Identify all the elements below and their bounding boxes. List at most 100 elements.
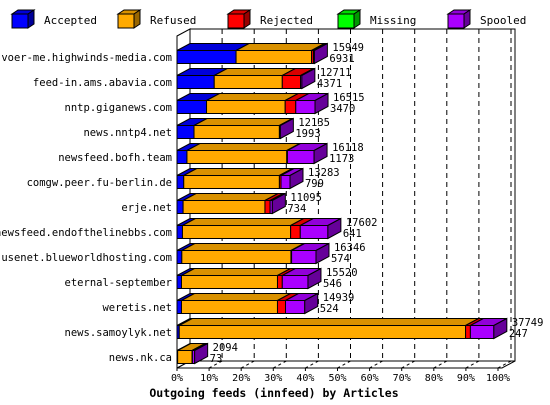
bar-side-feed-in-ams-abavia-com [301,67,316,90]
bar-side-newsfeed-bofh-team [313,142,328,165]
bar-refused-feed-in-ams-abavia-com-top [213,68,296,76]
category-label-feed-in-ams-abavia-com: feed-in.ams.abavia.com [33,77,172,89]
bar-rejected-eternal-september [276,275,283,289]
bar-accepted-feed-in-ams-abavia-com [176,75,215,89]
legend-label-accepted: Accepted [44,14,97,27]
legend-swatch-missing [337,13,355,29]
legend-label-spooled: Spooled [480,14,526,27]
category-label-nntp-giganews-com: nntp.giganews.com [65,102,172,114]
bar-row-voer-me-highwinds-media-com [176,42,328,65]
bar-row-newsfeed-bofh-team [176,142,328,165]
bar-spooled-comgw-peer-fu-berlin-de [280,175,291,189]
bar-refused-newsfeed-bofh-team-top [186,143,301,151]
x-tick-label-10: 10% [200,373,218,384]
x-tick-label-20: 20% [232,373,250,384]
value-label-accepted-news-nntp4-net: 1993 [295,128,320,140]
legend-swatch-side-accepted [27,9,35,29]
value-label-accepted-eternal-september: 546 [323,278,342,290]
legend-label-refused: Refused [150,14,196,27]
x-axis: 0% 10% 20% 30% 40% 50% 60% 70% 80% 90% 100% [171,367,510,384]
bar-refused-voer-me-highwinds-media-com [235,50,312,64]
plot-floor [176,360,516,369]
bar-side-usenet-blueworldhosting-com [315,242,330,265]
bar-rejected-weretis-net [276,300,286,314]
legend-swatch-side-rejected [243,9,251,29]
legend-label-rejected: Rejected [260,14,313,27]
x-tick-label-50: 50% [328,373,346,384]
bar-refused-nntp-giganews-com-top [206,93,299,101]
x-tick-label-40: 40% [296,373,314,384]
bar-refused-news-nntp4-net [193,125,280,139]
bar-accepted-nntp-giganews-com [176,100,208,114]
bar-accepted-weretis-net [176,300,182,314]
bar-accepted-erje-net [176,200,184,214]
bar-spooled-newsfeed-endofthelinebbs-com [299,225,329,239]
bar-row-news-samoylyk-net [176,317,508,340]
value-label-accepted-nntp-giganews-com: 3470 [330,103,355,115]
bar-rejected-feed-in-ams-abavia-com [281,75,302,89]
bar-rejected-news-samoylyk-net [465,325,471,339]
value-label-accepted-usenet-blueworldhosting-com: 574 [331,253,350,265]
category-label-erje-net: erje.net [121,202,172,214]
bar-refused-news-samoylyk-net [178,325,467,339]
bar-row-news-nntp4-net [176,117,294,140]
bar-refused-comgw-peer-fu-berlin-de-top [183,168,293,176]
bars [176,42,508,365]
bar-row-erje-net [176,192,286,215]
bar-refused-news-nntp4-net-top [193,118,293,126]
x-tick-label-90: 90% [457,373,475,384]
bar-spooled-weretis-net [284,300,306,314]
bar-refused-eternal-september-top [181,268,291,276]
bar-row-news-nk-ca [176,342,209,365]
bar-spooled-usenet-blueworldhosting-com [291,250,317,264]
legend-swatch-rejected [227,13,245,29]
legend-swatch-accepted [11,13,29,29]
value-label-accepted-comgw-peer-fu-berlin-de: 799 [305,178,324,190]
bar-row-newsfeed-endofthelinebbs-com [176,217,342,240]
bar-side-erje-net [271,192,286,215]
bar-row-comgw-peer-fu-berlin-de [176,167,304,190]
value-label-accepted-newsfeed-bofh-team: 1173 [329,153,354,165]
category-label-comgw-peer-fu-berlin-de: comgw.peer.fu-berlin.de [27,177,172,189]
bar-accepted-comgw-peer-fu-berlin-de [176,175,185,189]
gridline-floor-60 [369,360,383,369]
gridline-floor-50 [337,360,351,369]
value-label-offered-news-nk-ca: 2094 [213,342,238,354]
gridline-floor-70 [401,360,415,369]
value-label-offered-weretis-net: 14939 [323,292,355,304]
bar-refused-eternal-september [180,275,278,289]
bar-side-weretis-net [304,292,319,315]
bar-spooled-newsfeed-bofh-team [286,150,315,164]
bar-side-news-nk-ca [194,342,209,365]
bar-spooled-news-samoylyk-net [469,325,495,339]
category-label-usenet-blueworldhosting-com: usenet.blueworldhosting.com [1,252,172,264]
x-tick-label-60: 60% [361,373,379,384]
bar-side-voer-me-highwinds-media-com [313,42,328,65]
x-tick-label-70: 70% [393,373,411,384]
value-label-offered-usenet-blueworldhosting-com: 16346 [334,242,366,254]
x-tick-label-0: 0% [171,373,183,384]
value-label-offered-news-nntp4-net: 12135 [298,117,330,129]
bar-side-news-samoylyk-net [493,317,508,340]
bar-refused-usenet-blueworldhosting-com [181,250,292,264]
bar-side-news-nntp4-net [279,117,294,140]
bar-refused-news-samoylyk-net-top [179,318,479,326]
gridline-floor-100 [497,360,512,369]
x-tick-label-30: 30% [264,373,282,384]
bar-refused-erje-net [182,200,266,214]
value-label-accepted-news-samoylyk-net: 247 [509,328,528,340]
bar-accepted-newsfeed-bofh-team [176,150,188,164]
value-label-accepted-weretis-net: 524 [320,303,339,315]
value-label-accepted-newsfeed-endofthelinebbs-com: 641 [343,228,362,240]
category-label-weretis-net: weretis.net [102,302,172,314]
bar-refused-nntp-giganews-com [206,100,286,114]
bar-row-nntp-giganews-com [176,92,329,115]
bar-refused-news-nk-ca [177,350,193,364]
legend-swatch-spooled [447,13,465,29]
bar-refused-erje-net-top [182,193,279,201]
legend-swatch-refused [117,13,135,29]
bar-refused-newsfeed-bofh-team [186,150,288,164]
value-label-offered-newsfeed-bofh-team: 16118 [332,142,364,154]
bar-row-weretis-net [176,292,319,315]
